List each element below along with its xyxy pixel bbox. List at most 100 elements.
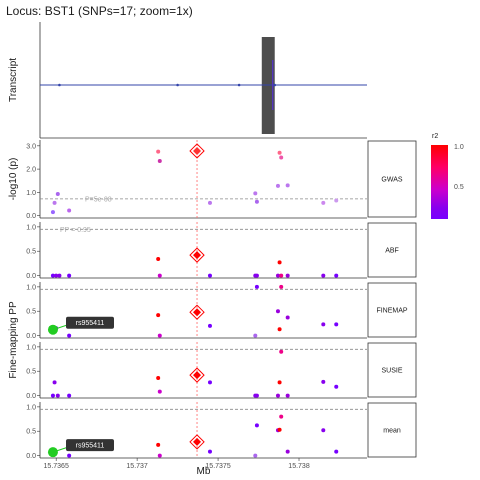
snp-point bbox=[279, 274, 283, 278]
y-tick-label: 1.0 bbox=[26, 404, 36, 411]
r2-colorbar: r2 1.0 0.5 bbox=[431, 133, 464, 219]
snp-point bbox=[67, 454, 71, 458]
y-tick-label: 3.0 bbox=[26, 143, 36, 150]
colorbar-gradient bbox=[431, 145, 448, 219]
facet-ylabel: -log10 (p) bbox=[8, 158, 19, 201]
y-tick-label: 0.5 bbox=[26, 309, 36, 316]
snp-point bbox=[276, 184, 280, 188]
colorbar-tick-label: 0.5 bbox=[454, 184, 464, 191]
y-tick-label: 0.0 bbox=[26, 273, 36, 280]
snp-point bbox=[334, 450, 338, 454]
lead-snp-point bbox=[193, 308, 201, 316]
snp-point bbox=[278, 151, 282, 155]
snp-point bbox=[67, 334, 71, 338]
snp-point bbox=[279, 155, 283, 159]
snp-point bbox=[278, 327, 282, 331]
y-tick-label: 0.5 bbox=[26, 429, 36, 436]
y-tick-label: 2.0 bbox=[26, 167, 36, 174]
snp-point bbox=[255, 285, 259, 289]
gene-marker bbox=[273, 84, 276, 87]
y-tick-label: 0.5 bbox=[26, 369, 36, 376]
gene-marker bbox=[176, 84, 179, 87]
lead-snp-point bbox=[193, 438, 201, 446]
snp-point bbox=[278, 428, 282, 432]
snp-point bbox=[156, 443, 160, 447]
snp-point bbox=[158, 334, 162, 338]
snp-point bbox=[57, 274, 61, 278]
snp-point bbox=[276, 309, 280, 313]
snp-point bbox=[208, 450, 212, 454]
snp-point bbox=[321, 322, 325, 326]
snp-point bbox=[334, 199, 338, 203]
snp-point bbox=[321, 201, 325, 205]
snp-point bbox=[253, 191, 257, 195]
transcript-panel-background bbox=[40, 22, 367, 138]
snp-point bbox=[158, 159, 162, 163]
labeled-snp-text: rs955411 bbox=[76, 443, 105, 450]
facet-strip-label: GWAS bbox=[381, 177, 402, 184]
colorbar-tick-label: 1.0 bbox=[454, 144, 464, 151]
lead-snp-point bbox=[193, 251, 201, 259]
snp-point bbox=[158, 454, 162, 458]
snp-point bbox=[53, 201, 57, 205]
snp-point bbox=[321, 274, 325, 278]
snp-point bbox=[279, 285, 283, 289]
snp-point bbox=[255, 423, 259, 427]
snp-point bbox=[156, 376, 160, 380]
facet-strip-label: ABF bbox=[385, 248, 399, 255]
colorbar-title: r2 bbox=[432, 133, 438, 140]
snp-point bbox=[158, 390, 162, 394]
snp-point bbox=[279, 415, 283, 419]
snp-point bbox=[286, 450, 290, 454]
x-axis-label: Mb bbox=[197, 466, 211, 477]
snp-point bbox=[278, 260, 282, 264]
snp-point bbox=[156, 150, 160, 154]
snp-point bbox=[276, 394, 280, 398]
snp-point bbox=[51, 394, 55, 398]
plot-title: Locus: BST1 (SNPs=17; zoom=1x) bbox=[6, 4, 193, 18]
y-tick-label: 1.0 bbox=[26, 344, 36, 351]
snp-point bbox=[286, 394, 290, 398]
y-tick-label: 0.0 bbox=[26, 393, 36, 400]
snp-point bbox=[53, 380, 57, 384]
snp-point bbox=[208, 201, 212, 205]
snp-point bbox=[56, 192, 60, 196]
snp-point bbox=[253, 334, 257, 338]
y-tick-label: 0.0 bbox=[26, 333, 36, 340]
snp-point bbox=[255, 200, 259, 204]
y-tick-label: 0.0 bbox=[26, 213, 36, 220]
shared-ylabel: Fine-mapping PP bbox=[8, 301, 19, 379]
x-tick-label: 15.737 bbox=[126, 463, 148, 470]
y-tick-label: 1.0 bbox=[26, 224, 36, 231]
snp-point bbox=[278, 380, 282, 384]
snp-point bbox=[279, 350, 283, 354]
reference-line-label: P=5e-08 bbox=[85, 196, 112, 203]
x-tick-label: 15.7365 bbox=[44, 463, 69, 470]
gene-marker bbox=[238, 84, 241, 87]
gene-marker bbox=[58, 84, 61, 87]
labeled-snp-text: rs955411 bbox=[76, 320, 105, 327]
snp-point bbox=[158, 274, 162, 278]
snp-point bbox=[255, 394, 259, 398]
lead-snp-point bbox=[193, 371, 201, 379]
y-tick-label: 1.0 bbox=[26, 284, 36, 291]
snp-point bbox=[334, 385, 338, 389]
snp-point bbox=[67, 274, 71, 278]
facet-strip-label: SUSIE bbox=[381, 368, 402, 375]
snp-point bbox=[255, 274, 259, 278]
snp-point bbox=[334, 322, 338, 326]
snp-point bbox=[286, 316, 290, 320]
x-tick-label: 15.738 bbox=[288, 463, 310, 470]
snp-point bbox=[156, 313, 160, 317]
facet-strip-label: mean bbox=[383, 428, 401, 435]
snp-point bbox=[208, 380, 212, 384]
snp-point bbox=[56, 394, 60, 398]
plot-layer: Transcript 0.0 1.0 2.0 3.0 P=5e-08 GWAS -log10 … bbox=[8, 22, 416, 477]
snp-point bbox=[67, 209, 71, 213]
y-tick-label: 0.0 bbox=[26, 453, 36, 460]
y-tick-label: 0.5 bbox=[26, 249, 36, 256]
snp-point bbox=[208, 274, 212, 278]
lead-snp-point bbox=[193, 147, 201, 155]
snp-point bbox=[208, 324, 212, 328]
